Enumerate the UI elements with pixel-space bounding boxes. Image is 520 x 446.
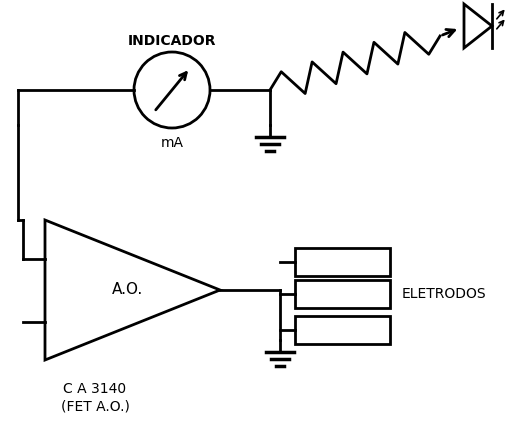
Text: C A 3140: C A 3140 <box>63 382 126 396</box>
Text: INDICADOR: INDICADOR <box>128 34 216 48</box>
Text: mA: mA <box>161 136 184 150</box>
Text: ELETRODOS: ELETRODOS <box>402 287 487 301</box>
Text: A.O.: A.O. <box>112 282 143 297</box>
Text: (FET A.O.): (FET A.O.) <box>60 400 129 414</box>
Bar <box>295 248 390 276</box>
Bar <box>295 315 390 343</box>
Bar <box>295 280 390 308</box>
